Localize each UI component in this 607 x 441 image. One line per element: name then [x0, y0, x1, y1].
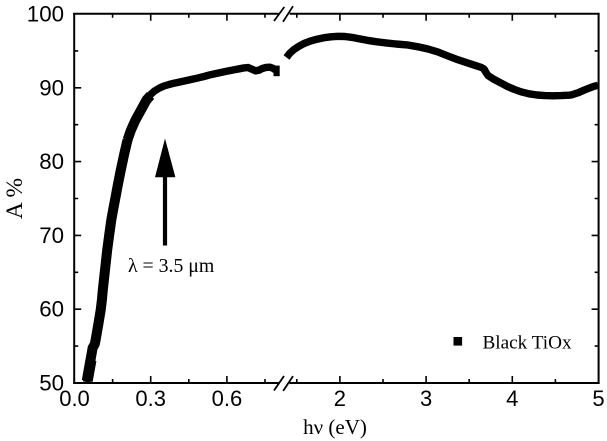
svg-text:90: 90 [39, 75, 64, 100]
svg-text:60: 60 [39, 297, 64, 322]
svg-text:80: 80 [39, 149, 64, 174]
svg-text:70: 70 [39, 223, 64, 248]
svg-text:0.6: 0.6 [212, 386, 243, 411]
svg-text:5: 5 [592, 386, 604, 411]
svg-text:A %: A % [2, 178, 28, 219]
svg-text:4: 4 [506, 386, 518, 411]
svg-text:Black TiOx: Black TiOx [483, 333, 572, 354]
svg-text:50: 50 [39, 371, 64, 396]
svg-text:3: 3 [420, 386, 432, 411]
svg-text:0.0: 0.0 [59, 386, 90, 411]
svg-text:λ = 3.5 μm: λ = 3.5 μm [128, 255, 215, 277]
svg-text:2: 2 [334, 386, 346, 411]
svg-text:100: 100 [27, 1, 64, 26]
svg-text:0.3: 0.3 [135, 386, 166, 411]
svg-text:hν (eV): hν (eV) [303, 415, 367, 439]
